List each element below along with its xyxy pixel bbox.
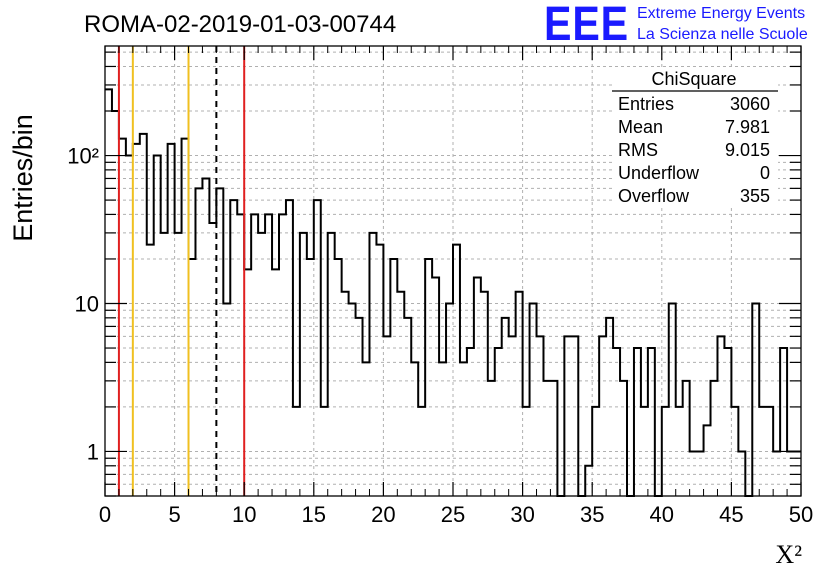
x-tick-labels: 0 5 10 15 20 25 30 35 40 45 50: [99, 502, 813, 527]
stats-label: Mean: [618, 117, 663, 137]
stats-label: Entries: [618, 94, 674, 114]
reference-lines: [117, 46, 246, 496]
x-tick-label: 30: [510, 502, 534, 527]
logo-line1: Extreme Energy Events: [637, 5, 805, 22]
stats-value: 3060: [730, 94, 770, 114]
y-axis-label: Entries/bin: [8, 114, 38, 242]
x-tick-label: 40: [650, 502, 674, 527]
logo-line2: La Scienza nelle Scuole: [637, 26, 808, 43]
histogram-outline: [105, 88, 801, 497]
x-tick-label: 5: [168, 502, 180, 527]
stats-box: ChiSquare Entries 3060 Mean 7.981 RMS 9.015 Un…: [612, 68, 778, 208]
x-tick-label: 45: [719, 502, 743, 527]
x-axis-label: X²: [775, 540, 802, 569]
y-tick-labels: 1 10 10²: [67, 144, 99, 465]
stats-value: 0: [760, 163, 770, 183]
x-tick-label: 10: [232, 502, 256, 527]
stats-title: ChiSquare: [651, 69, 736, 89]
x-tick-label: 50: [789, 502, 813, 527]
stats-value: 9.015: [725, 140, 770, 160]
chart-title: ROMA-02-2019-01-03-00744: [84, 11, 396, 38]
stats-value: 355: [740, 186, 770, 206]
y-tick-label: 10²: [67, 144, 99, 169]
x-tick-label: 15: [302, 502, 326, 527]
stats-value: 7.981: [725, 117, 770, 137]
logo-eee: EEE: [544, 0, 629, 51]
x-tick-label: 20: [371, 502, 395, 527]
x-tick-label: 0: [99, 502, 111, 527]
y-tick-label: 10: [75, 292, 99, 317]
stats-label: RMS: [618, 140, 658, 160]
x-tick-label: 25: [441, 502, 465, 527]
stats-label: Underflow: [618, 163, 700, 183]
y-tick-label: 1: [87, 439, 99, 464]
stats-label: Overflow: [618, 186, 690, 206]
histogram-bars: [105, 88, 801, 497]
axis-ticks: [104, 46, 802, 497]
eee-logo: EEE Extreme Energy Events La Scienza nel…: [544, 0, 808, 51]
x-tick-label: 35: [580, 502, 604, 527]
